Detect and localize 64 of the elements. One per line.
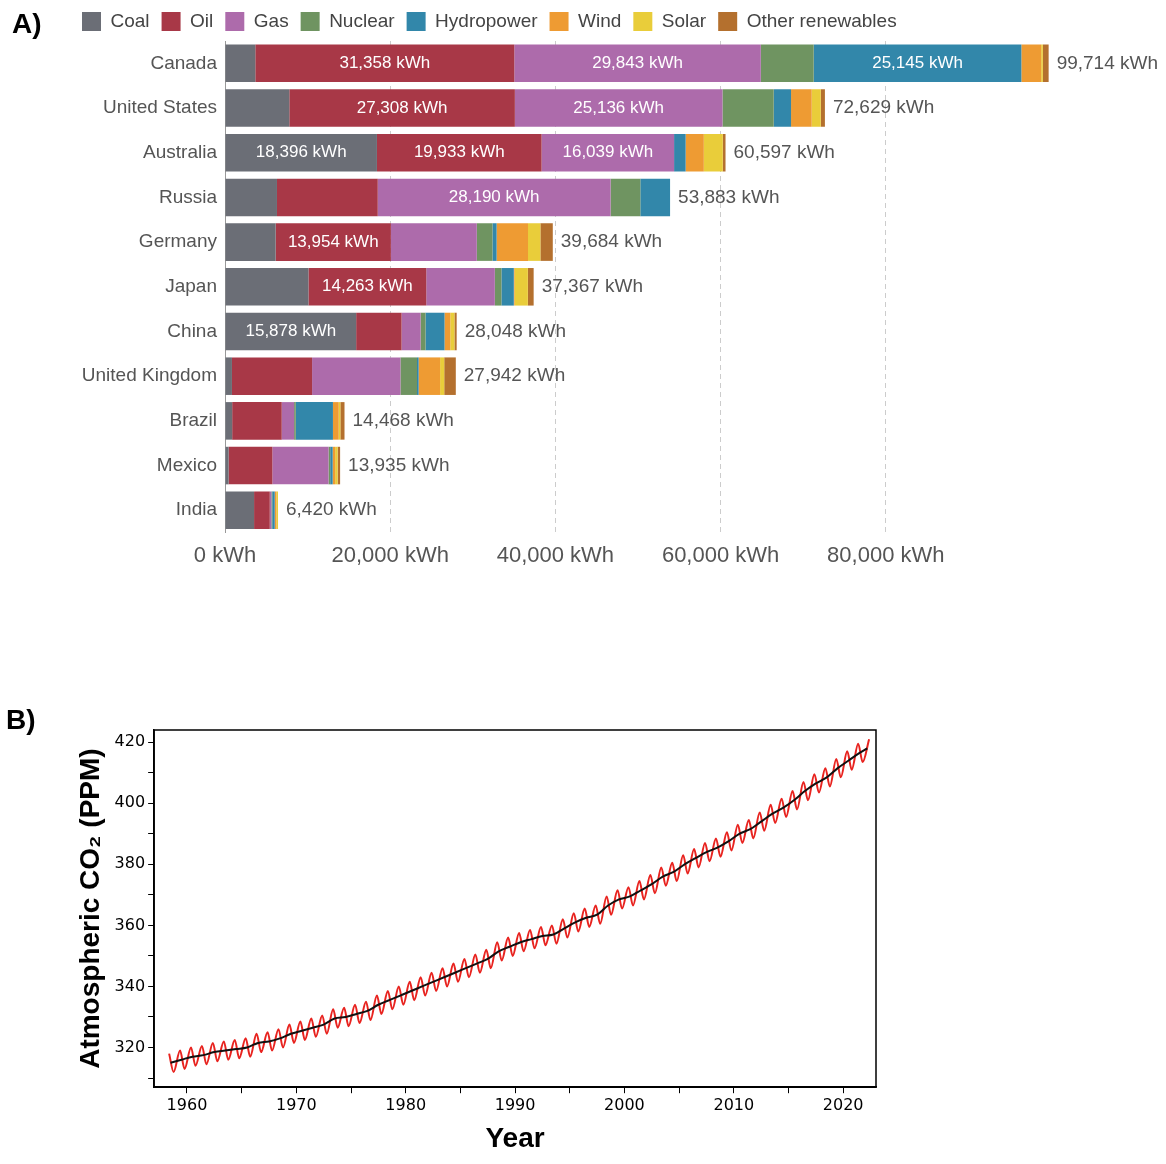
data-label: 13,954 kWh	[287, 231, 379, 251]
legend-label: Other renewables	[746, 9, 897, 31]
y-tick-label: 380	[114, 853, 146, 873]
y-tick-label: 400	[114, 792, 146, 812]
x-tick-label: 20,000 kWh	[331, 541, 449, 567]
y-tick-label: 360	[114, 914, 146, 934]
chart-title: A)	[12, 8, 42, 40]
y-tick-label: Brazil	[169, 409, 217, 431]
data-label: 14,263 kWh	[322, 276, 413, 296]
total-label: 37,367 kWh	[541, 275, 644, 297]
y-tick-label: United Kingdom	[81, 364, 217, 386]
x-tick-label: 2000	[604, 1094, 645, 1114]
chart-title: B)	[6, 704, 36, 736]
legend-label: Gas	[253, 9, 289, 31]
data-label: 25,145 kWh	[872, 53, 963, 73]
data-label: 28,190 kWh	[448, 187, 540, 207]
y-tick-label: China	[167, 319, 218, 341]
x-tick-label: 80,000 kWh	[827, 541, 945, 567]
total-label: 28,048 kWh	[464, 319, 567, 341]
y-tick-label: 340	[114, 975, 146, 995]
x-tick-label: 1980	[385, 1094, 427, 1114]
x-tick-label: 2010	[713, 1094, 755, 1114]
x-tick-label: 1990	[494, 1094, 536, 1114]
total-label: 53,883 kWh	[678, 185, 780, 207]
y-tick-label: India	[175, 498, 218, 520]
legend-label: Solar	[661, 9, 707, 31]
y-tick-label: Japan	[165, 275, 217, 297]
y-tick-label: Australia	[143, 140, 218, 162]
data-label: 18,396 kWh	[255, 142, 347, 162]
total-label: 39,684 kWh	[560, 230, 663, 252]
data-label: 16,039 kWh	[562, 142, 654, 162]
legend-label: Wind	[578, 9, 622, 31]
legend-label: Coal	[110, 9, 150, 31]
total-label: 6,420 kWh	[286, 498, 377, 520]
total-label: 13,935 kWh	[348, 453, 450, 475]
legend-label: Nuclear	[329, 9, 396, 31]
y-tick-label: Canada	[150, 51, 218, 73]
data-label: 15,878 kWh	[245, 321, 337, 341]
data-label: 25,136 kWh	[573, 97, 665, 117]
y-tick-label: 420	[114, 731, 146, 751]
x-axis-title: Year	[485, 1121, 545, 1153]
total-label: 99,714 kWh	[1056, 51, 1159, 73]
data-label: 27,308 kWh	[356, 97, 448, 117]
total-label: 60,597 kWh	[733, 140, 835, 162]
y-axis-title: Atmospheric CO₂ (PPM)	[73, 748, 105, 1069]
x-tick-label: 2020	[822, 1094, 864, 1114]
y-tick-label: Mexico	[156, 453, 217, 475]
y-tick-label: Germany	[138, 230, 218, 252]
y-tick-label: United States	[102, 96, 217, 118]
legend-label: Hydropower	[435, 9, 539, 31]
data-label: 31,358 kWh	[339, 53, 431, 73]
total-label: 72,629 kWh	[832, 96, 935, 118]
x-tick-label: 0 kWh	[193, 541, 257, 567]
y-tick-label: 320	[114, 1036, 146, 1056]
x-tick-label: 60,000 kWh	[661, 541, 780, 567]
data-label: 19,933 kWh	[413, 142, 505, 162]
total-label: 14,468 kWh	[352, 409, 454, 431]
x-tick-label: 1970	[275, 1094, 317, 1114]
total-label: 27,942 kWh	[463, 364, 566, 386]
x-tick-label: 1960	[166, 1094, 208, 1114]
y-tick-label: Russia	[158, 185, 218, 207]
data-label: 29,843 kWh	[592, 53, 683, 73]
x-tick-label: 40,000 kWh	[496, 541, 615, 567]
legend-label: Oil	[190, 9, 214, 31]
